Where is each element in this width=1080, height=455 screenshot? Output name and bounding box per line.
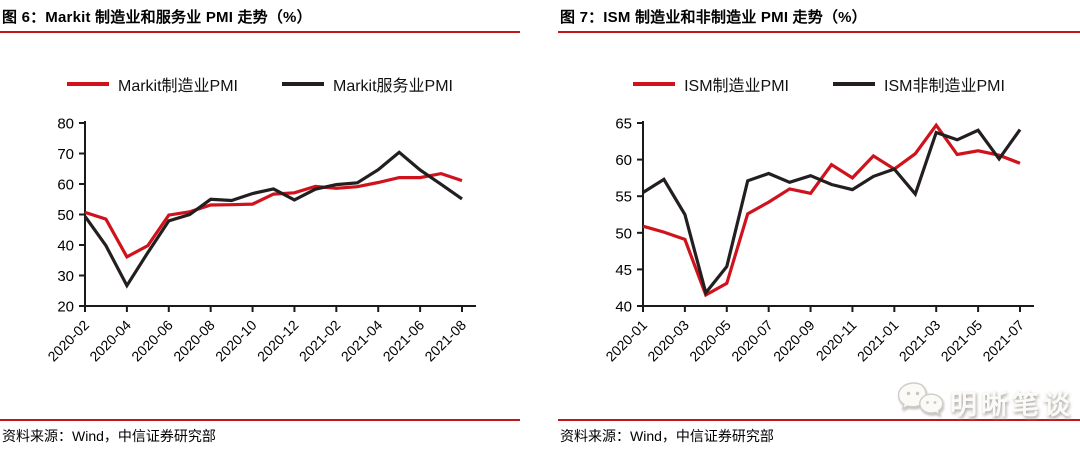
- x-axis-tick-label: 2021-02: [296, 317, 344, 365]
- x-axis-tick-label: 2020-10: [212, 317, 260, 365]
- legend-line-swatch: [633, 82, 676, 86]
- legend-item: ISM制造业PMI: [633, 72, 789, 96]
- ism-pmi-line-chart: 40 45 50 55 60 65 2020-01 2020-03 2020-05 2020-07…: [558, 96, 1080, 380]
- legend-item: Markit服务业PMI: [282, 72, 453, 96]
- x-axis-tick-label: 2021-06: [380, 317, 428, 365]
- series-line: [642, 128, 1022, 297]
- source-text: 资料来源：Wind，中信证券研究部: [2, 428, 216, 444]
- watermark-label: 明晰笔谈: [950, 390, 1074, 420]
- legend-item: ISM非制造业PMI: [833, 72, 1005, 96]
- y-axis-tick-label: 45: [615, 262, 632, 279]
- y-axis-tick-label: 60: [57, 177, 74, 194]
- y-axis-tick-label: 40: [57, 238, 74, 255]
- y-axis-tick-label: 55: [615, 189, 632, 206]
- x-axis-tick-label: 2020-06: [128, 317, 176, 365]
- x-axis-tick-label: 2020-07: [728, 317, 776, 365]
- x-axis-tick-label: 2021-04: [338, 317, 386, 365]
- legend-line-swatch: [66, 82, 109, 86]
- y-axis-tick-label: 20: [57, 299, 74, 316]
- x-axis-tick-label: 2020-04: [86, 317, 134, 365]
- legend-label: Markit服务业PMI: [333, 78, 454, 95]
- watermark-mingxi-bitan: 明晰笔谈: [897, 381, 1074, 424]
- legend-line-swatch: [833, 82, 875, 86]
- chart-canvas: 203040506070802020-022020-042020-062020-…: [44, 116, 476, 365]
- markit-pmi-line-chart: 20 30 40 50 60 70 80 2020-02 2020-04 2020-06 2020-…: [0, 96, 522, 380]
- source-text: 资料来源：Wind，中信证券研究部: [560, 428, 774, 444]
- figure-ism-pmi: 图 7：ISM 制造业和非制造业 PMI 走势（%） ISM制造业PMI ISM非…: [558, 0, 1080, 455]
- legend-label: ISM非制造业PMI: [884, 78, 1005, 95]
- legend-label: Markit制造业PMI: [117, 78, 238, 95]
- y-axis-tick-label: 50: [615, 225, 632, 242]
- x-axis-tick-label: 2021-05: [938, 317, 986, 365]
- y-axis-tick-label: 60: [615, 152, 632, 169]
- x-axis-tick-label: 2021-01: [854, 317, 902, 365]
- chart-legend: ISM制造业PMI ISM非制造业PMI: [558, 72, 1080, 96]
- source-underline: [0, 419, 520, 421]
- x-axis-tick-label: 2020-03: [644, 317, 692, 365]
- figure-title: 图 7：ISM 制造业和非制造业 PMI 走势（%）: [560, 9, 867, 26]
- source-underline: [558, 419, 1080, 421]
- y-axis-tick-label: 70: [57, 146, 74, 163]
- title-underline: [0, 31, 520, 33]
- wechat-icon: [897, 381, 944, 424]
- x-axis-tick-label: 2021-08: [421, 317, 469, 365]
- chart-canvas: 40 45 50 55 60 65 2020-012020-032020-052020-07…: [602, 116, 1034, 365]
- y-axis-tick-label: 30: [57, 268, 74, 285]
- x-axis-tick-label: 2020-11: [813, 317, 860, 364]
- x-axis-tick-label: 2020-12: [254, 317, 302, 365]
- x-axis-tick-label: 2021-07: [979, 317, 1027, 365]
- chart-legend: Markit制造业PMI Markit服务业PMI: [0, 72, 520, 96]
- axis-lines: [84, 121, 476, 307]
- y-axis-tick-label: 65: [615, 116, 632, 133]
- legend-label: ISM制造业PMI: [684, 78, 789, 95]
- legend-line-swatch: [282, 82, 324, 86]
- y-axis-tick-label: 40: [615, 299, 632, 316]
- legend-item: Markit制造业PMI: [66, 72, 238, 96]
- y-axis-tick-label: 80: [57, 116, 74, 133]
- x-axis-tick-label: 2020-09: [770, 317, 818, 365]
- figure-markit-pmi: 图 6：Markit 制造业和服务业 PMI 走势（%） Markit制造业PM…: [0, 0, 520, 455]
- y-axis-tick-label: 50: [57, 207, 74, 224]
- x-axis-tick-label: 2020-05: [686, 317, 734, 365]
- figure-title: 图 6：Markit 制造业和服务业 PMI 走势（%）: [2, 9, 312, 26]
- title-underline: [558, 31, 1080, 33]
- x-axis-tick-label: 2020-01: [602, 317, 650, 365]
- x-axis-tick-label: 2021-03: [896, 317, 944, 365]
- series-line: [84, 171, 463, 260]
- series-line: [83, 150, 463, 289]
- x-axis-tick-label: 2020-08: [170, 317, 218, 365]
- x-axis-tick-label: 2020-02: [44, 317, 92, 365]
